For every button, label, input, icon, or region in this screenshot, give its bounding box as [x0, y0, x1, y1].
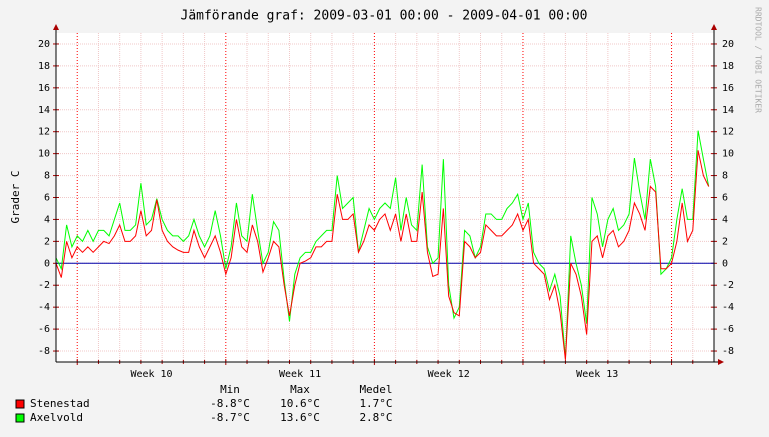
y2-tick-label: 8	[722, 171, 728, 182]
y2-tick-label: 0	[722, 258, 728, 269]
axis-arrow	[53, 24, 59, 30]
y2-tick-label: 2	[722, 236, 728, 247]
x-tick-label: Week 13	[576, 369, 618, 380]
y2-tick-label: -2	[722, 280, 734, 291]
axis-arrow	[711, 24, 717, 30]
legend-header: Min	[220, 383, 240, 396]
y-tick-label: -8	[38, 346, 50, 357]
y-axis-label: Grader C	[9, 171, 22, 224]
legend-max: 10.6°C	[280, 397, 320, 410]
legend-min: -8.7°C	[210, 411, 250, 424]
legend-max: 13.6°C	[280, 411, 320, 424]
legend: Min Max Medel Stenestad -8.8°C 10.6°C 1.7°C Axe…	[15, 383, 393, 424]
y-tick-label: -4	[38, 302, 50, 313]
x-tick-label: Week 12	[428, 369, 470, 380]
legend-min: -8.8°C	[210, 397, 250, 410]
axis-arrow	[718, 359, 724, 365]
y-tick-label: 20	[38, 39, 50, 50]
y2-tick-label: 14	[722, 105, 734, 116]
y-tick-label: 14	[38, 105, 50, 116]
y-tick-label: 18	[38, 61, 50, 72]
legend-swatch	[15, 399, 25, 409]
x-tick-label: Week 10	[130, 369, 172, 380]
y2-tick-label: -4	[722, 302, 734, 313]
y-tick-label: 4	[44, 214, 50, 225]
legend-header: Medel	[359, 383, 392, 396]
legend-mean: 1.7°C	[359, 397, 392, 410]
y2-tick-label: 6	[722, 193, 728, 204]
series-line	[55, 130, 710, 359]
labels: Week 10 Week 11 Week 12 Week 13 -8 -8 -6 -6 -4 -4…	[38, 39, 734, 380]
x-tick-label: Week 11	[279, 369, 321, 380]
y2-tick-label: 10	[722, 149, 734, 160]
legend-mean: 2.8°C	[359, 411, 392, 424]
y2-tick-label: 16	[722, 83, 734, 94]
grid	[53, 33, 717, 365]
y2-tick-label: -6	[722, 324, 734, 335]
legend-label: Axelvold	[30, 411, 83, 424]
chart-title: Jämförande graf: 2009-03-01 00:00 - 2009…	[181, 9, 588, 24]
y2-tick-label: 18	[722, 61, 734, 72]
series-line	[55, 150, 710, 360]
legend-label: Stenestad	[30, 397, 90, 410]
y2-tick-label: 20	[722, 39, 734, 50]
y2-tick-label: 4	[722, 214, 728, 225]
y-tick-label: 12	[38, 127, 50, 138]
legend-header: Max	[290, 383, 310, 396]
y-tick-label: 8	[44, 171, 50, 182]
legend-swatch	[15, 413, 25, 423]
y-tick-label: 16	[38, 83, 50, 94]
y-tick-label: 2	[44, 236, 50, 247]
y-tick-label: 10	[38, 149, 50, 160]
y-tick-label: -2	[38, 280, 50, 291]
y2-tick-label: -8	[722, 346, 734, 357]
watermark: RRDTOOL / TOBI OETIKER	[754, 7, 763, 113]
y2-tick-label: 12	[722, 127, 734, 138]
marks	[55, 130, 714, 360]
y-tick-label: 6	[44, 193, 50, 204]
y-tick-label: -6	[38, 324, 50, 335]
y-tick-label: 0	[44, 258, 50, 269]
